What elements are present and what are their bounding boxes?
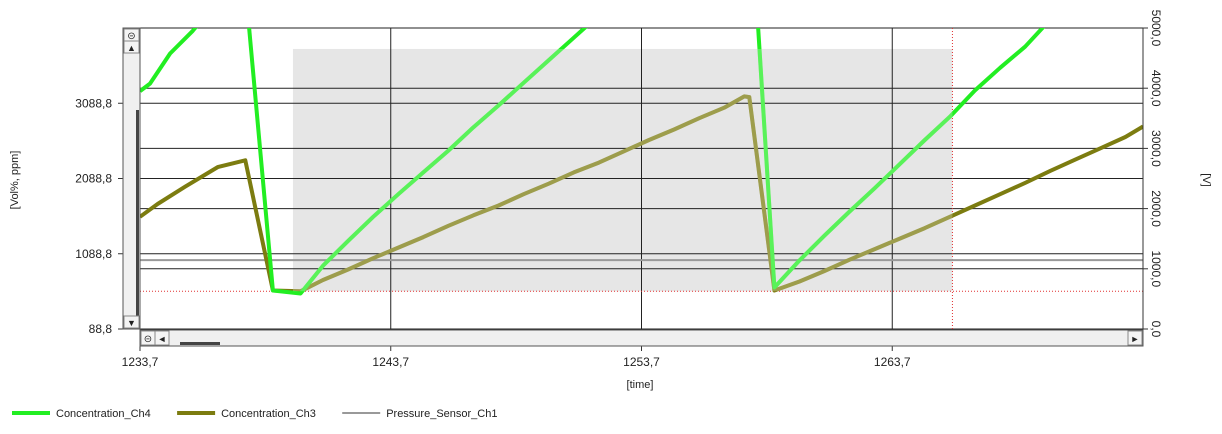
down-arrow-icon: ▼: [127, 318, 136, 328]
scroll-left-button[interactable]: [154, 330, 170, 346]
legend-label-concentration-ch4[interactable]: Concentration_Ch4: [56, 408, 151, 420]
right-arrow-icon: ►: [1131, 334, 1140, 344]
scroll-down-button[interactable]: [123, 315, 140, 329]
y-right-tick-label: 4000,0: [1149, 70, 1163, 107]
y-right-tick-label: 3000,0: [1149, 130, 1163, 167]
y-right-axis-title: [V]: [1200, 173, 1212, 186]
zoom-reset-x-icon: ⊝: [144, 334, 152, 345]
vertical-scroll-thumb[interactable]: [136, 110, 139, 320]
y-left-tick-label: 1088,8: [75, 247, 112, 261]
y-right-tick-label: 5000,0: [1149, 10, 1163, 47]
x-tick-label: 1263,7: [874, 355, 911, 369]
series-highlight-concentration-ch3: [292, 94, 953, 292]
horizontal-scroll-thumb[interactable]: [180, 342, 220, 345]
x-tick-label: 1233,7: [122, 355, 159, 369]
vertical-scrollbar[interactable]: ⊝ ▲ ▼: [122, 27, 141, 330]
scroll-right-button[interactable]: [1127, 330, 1143, 346]
legend-label-concentration-ch3[interactable]: Concentration_Ch3: [221, 408, 316, 420]
x-tick-label: 1243,7: [372, 355, 409, 369]
up-arrow-icon: ▲: [127, 43, 136, 53]
y-left-tick-label: 88,8: [89, 322, 113, 336]
x-axis-title: [time]: [627, 379, 654, 391]
y-right-tick-label: 2000,0: [1149, 190, 1163, 227]
y-left-axis-title: [Vol%, ppm]: [9, 151, 21, 210]
y-right-tick-label: 0,0: [1149, 321, 1163, 338]
x-tick-label: 1253,7: [623, 355, 660, 369]
zoom-reset-y-icon: ⊝: [127, 31, 135, 42]
left-arrow-icon: ◄: [158, 334, 167, 344]
scroll-up-button[interactable]: [123, 40, 140, 54]
horizontal-scrollbar[interactable]: ⊝ ◄ ►: [139, 329, 1144, 347]
legend-label-pressure-sensor-ch1[interactable]: Pressure_Sensor_Ch1: [386, 408, 497, 420]
selection-region[interactable]: [292, 48, 953, 292]
y-left-tick-label: 2088,8: [75, 172, 112, 186]
y-left-tick-label: 3088,8: [75, 96, 112, 110]
series-line-concentration-ch3: [140, 94, 1143, 294]
y-right-tick-label: 1000,0: [1149, 250, 1163, 287]
series-line-concentration-ch4: [140, 28, 1046, 296]
legend: Concentration_Ch4 Concentration_Ch3 Pressu…: [12, 408, 497, 420]
